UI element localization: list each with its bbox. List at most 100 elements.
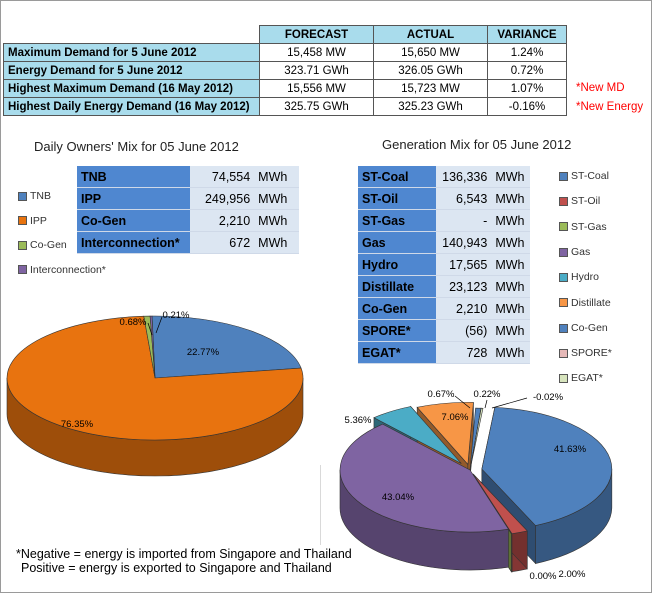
owner-unit: MWh [254,187,299,210]
gen-name: Gas [358,231,436,254]
legend-swatch [559,197,568,207]
generation-row: ST-Oil 6,543 MWh [358,187,530,210]
gen-data-label: -0.02% [533,392,564,403]
new-md-note: *New MD [576,82,625,94]
gen-unit: MWh [491,275,530,298]
footnote-line-2: Positive = energy is exported to Singapo… [21,561,332,575]
gen-data-label: 7.06% [442,412,469,423]
gen-name: Distillate [358,275,436,298]
divider-line [320,465,321,545]
owner-name: IPP [77,187,190,210]
generation-legend-item: ST-Coal [559,170,609,182]
generation-chart-title: Generation Mix for 05 June 2012 [382,137,572,152]
gen-value: 23,123 [436,275,492,298]
owners-mix-table: TNB 74,554 MWh IPP 249,956 MWh Co-Gen 2,210 MW… [77,166,299,254]
gen-name: SPORE* [358,319,436,342]
legend-swatch [559,374,568,384]
gen-value: 2,210 [436,297,492,320]
owners-leader-line [147,322,153,336]
generation-row: Gas 140,943 MWh [358,231,530,254]
legend-label: TNB [30,190,51,202]
owner-unit: MWh [254,166,299,188]
owners-slice [149,315,156,379]
header-blank-cell [3,25,260,44]
footnote-line-1: *Negative = energy is imported from Sing… [16,547,352,561]
legend-label: Co-Gen [571,321,608,334]
legend-label: ST-Coal [571,170,609,182]
gen-name: Co-Gen [358,297,436,320]
generation-row: SPORE* (56) MWh [358,319,530,342]
gen-data-label: 5.36% [345,415,372,426]
generation-legend-item: EGAT* [559,372,603,384]
actual-cell: 15,650 MW [373,43,488,62]
owners-legend-item: TNB [18,190,51,202]
gen-value: - [436,209,492,232]
gen-slice [373,406,462,464]
legend-swatch [559,247,568,257]
gen-slice [469,407,484,471]
generation-row: ST-Coal 136,336 MWh [358,166,530,188]
gen-name: Hydro [358,253,436,276]
gen-leader-line [454,395,471,409]
owners-pie: 22.77% 76.35% 0.68% 0.21% [6,310,304,477]
gen-data-label: 41.63% [554,444,587,455]
variance-cell: 1.24% [487,43,567,62]
generation-row: Distillate 23,123 MWh [358,275,530,298]
owner-unit: MWh [254,231,299,254]
owners-chart-title: Daily Owners' Mix for 05 June 2012 [34,139,239,154]
generation-mix-table: ST-Coal 136,336 MWh ST-Oil 6,543 MWh ST-Gas -… [358,166,530,364]
generation-legend-item: ST-Gas [559,221,607,233]
gen-name: ST-Oil [358,187,436,210]
gen-data-label: 0.67% [428,389,455,400]
gen-data-label: 0.00% [530,571,557,582]
forecast-cell: 325.75 GWh [259,97,374,116]
variance-cell: -0.16% [487,97,567,116]
owners-row: Interconnection* 672 MWh [77,231,299,254]
gen-slice [473,474,528,535]
gen-data-label: 0.22% [474,389,501,400]
gen-unit: MWh [491,319,530,342]
legend-label: Hydro [571,271,600,284]
generation-row: Co-Gen 2,210 MWh [358,297,530,320]
gen-unit: MWh [491,209,530,232]
legend-swatch [559,298,568,308]
gen-value: 6,543 [436,187,492,210]
owner-value: 672 [190,231,255,254]
gen-pie: 41.63% 2.00%0.00% 43.04% 5.36% 7.06% 0.67% -0.… [339,389,613,582]
generation-legend-item: SPORE* [559,347,612,359]
owner-value: 2,210 [190,209,255,232]
gen-leader-line [484,399,488,409]
owners-legend-item: Interconnection* [18,264,106,276]
owners-legend-item: Co-Gen [18,239,67,251]
gen-unit: MWh [491,166,530,188]
gen-value: 140,943 [436,231,492,254]
legend-label: Gas [571,245,591,258]
owner-name: Interconnection* [77,231,190,254]
legend-swatch [559,272,568,282]
owners-row: TNB 74,554 MWh [77,166,299,188]
demand-summary-table: FORECAST ACTUAL VARIANCE Maximum Demand … [3,25,567,116]
gen-unit: MWh [491,231,530,254]
owners-row: IPP 249,956 MWh [77,187,299,210]
owners-row: Co-Gen 2,210 MWh [77,209,299,232]
gen-slice [339,423,509,533]
forecast-cell: 15,556 MW [259,79,374,98]
gen-unit: MWh [491,341,530,364]
generation-legend-item: Distillate [559,297,611,309]
gen-slice [416,402,474,466]
legend-swatch [559,171,568,181]
owner-value: 74,554 [190,166,255,188]
gen-leader-line [491,397,528,409]
owners-legend-item: IPP [18,215,47,227]
legend-swatch [559,323,568,333]
owners-leader-line [155,316,163,334]
generation-row: Hydro 17,565 MWh [358,253,530,276]
legend-label: Co-Gen [30,239,67,251]
gen-value: 728 [436,341,492,364]
summary-row: Highest Daily Energy Demand (16 May 2012… [3,97,567,116]
gen-value: 136,336 [436,166,492,188]
legend-swatch [18,191,27,201]
owner-name: Co-Gen [77,209,190,232]
row-label: Highest Daily Energy Demand (16 May 2012… [3,97,260,116]
gen-name: ST-Coal [358,166,436,188]
